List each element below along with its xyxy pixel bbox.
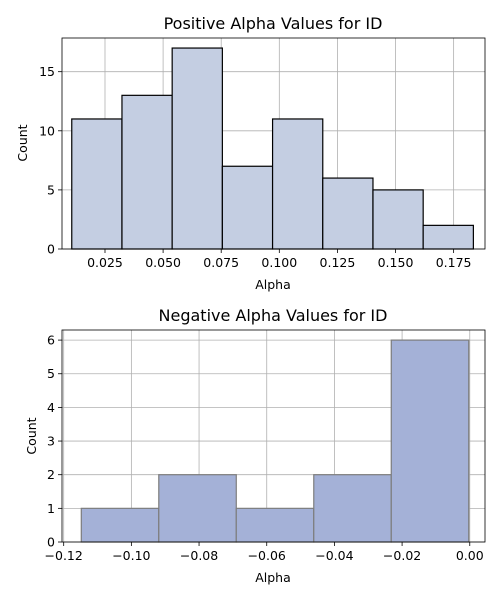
y-axis-label: Count [15, 124, 30, 161]
axis-ticks: −0.12 −0.10 −0.08 −0.06 −0.04 −0.02 0.00 0 1 2 3 4 5… [45, 333, 484, 563]
histogram-bar [171, 47, 223, 250]
positive-alpha-chart: Positive Alpha Values for ID 0.025 0.050 0… [15, 14, 486, 292]
y-tick-label: 2 [47, 467, 55, 482]
x-tick-label: −0.06 [248, 548, 286, 563]
x-tick-label: 0.075 [203, 255, 239, 270]
histogram-bar [313, 474, 392, 543]
chart-title: Positive Alpha Values for ID [164, 14, 383, 33]
x-tick-label: 0.175 [436, 255, 472, 270]
y-tick-label: 3 [47, 434, 55, 449]
y-tick-label: 4 [47, 400, 55, 415]
histogram-bar [422, 224, 474, 250]
x-tick-label: −0.02 [383, 548, 421, 563]
x-tick-label: 0.025 [87, 255, 123, 270]
y-tick-label: 0 [47, 242, 55, 257]
x-tick-label: 0.050 [145, 255, 181, 270]
histogram-bar [221, 165, 274, 250]
histogram-bar [372, 189, 424, 250]
x-tick-label: 0.00 [456, 548, 484, 563]
x-tick-label: −0.10 [112, 548, 150, 563]
y-tick-label: 10 [39, 123, 55, 138]
x-axis-label: Alpha [255, 277, 291, 292]
histogram-bar [158, 474, 237, 543]
histogram-bar [121, 94, 173, 250]
y-tick-label: 5 [47, 182, 55, 197]
y-tick-label: 1 [47, 501, 55, 516]
y-tick-label: 0 [47, 535, 55, 550]
histogram-bar [271, 118, 324, 250]
histogram-bar [80, 507, 160, 543]
histogram-bar [235, 507, 315, 543]
histogram-bar [322, 177, 374, 250]
x-tick-label: −0.08 [180, 548, 218, 563]
y-axis-label: Count [24, 417, 39, 454]
histogram-bar [71, 118, 123, 250]
y-tick-label: 6 [47, 333, 55, 348]
x-tick-label: 0.150 [378, 255, 414, 270]
plot-frame [61, 329, 486, 543]
plot-frame [61, 37, 486, 250]
histogram-bar [390, 339, 470, 543]
axis-ticks: 0.025 0.050 0.075 0.100 0.125 0.150 0.175 0 5 10 1… [39, 64, 471, 270]
x-tick-label: 0.100 [261, 255, 297, 270]
x-axis-label: Alpha [255, 570, 291, 585]
y-tick-label: 15 [39, 64, 55, 79]
chart-title: Negative Alpha Values for ID [159, 306, 388, 325]
x-tick-label: −0.12 [45, 548, 83, 563]
x-tick-label: −0.04 [315, 548, 353, 563]
negative-alpha-chart: Negative Alpha Values for ID −0.12 −0.10−… [24, 306, 486, 585]
bars [71, 47, 474, 250]
x-tick-label: 0.125 [320, 255, 356, 270]
y-tick-label: 5 [47, 366, 55, 381]
